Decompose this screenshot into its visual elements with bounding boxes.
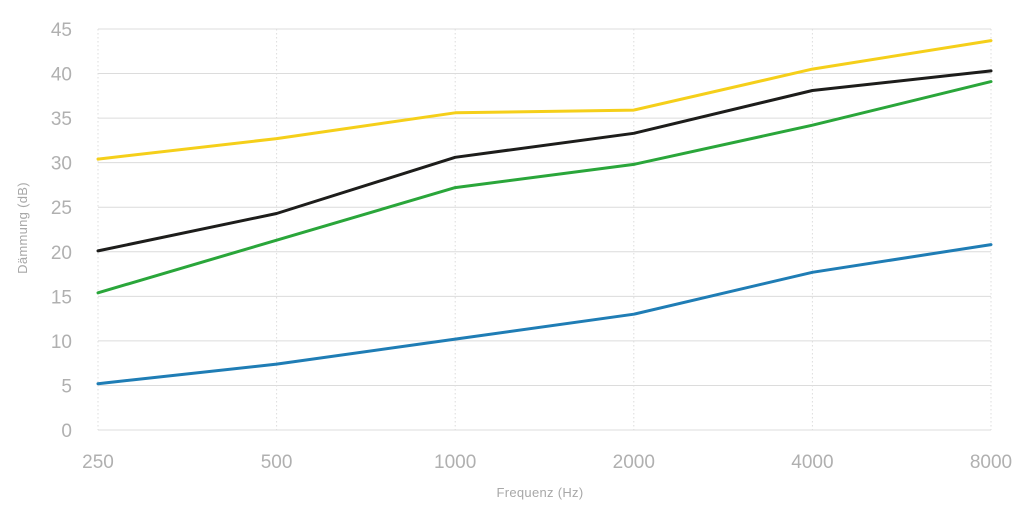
y-tick-label: 10 (51, 332, 72, 353)
y-tick-label: 30 (51, 154, 72, 175)
y-tick-label: 35 (51, 109, 72, 130)
y-tick-label: 25 (51, 198, 72, 219)
series-line-2 (96, 69, 993, 253)
x-tick-label: 1000 (434, 452, 476, 473)
x-tick-label: 8000 (970, 452, 1012, 473)
series-line-3 (96, 80, 993, 295)
x-axis-title: Frequenz (Hz) (497, 485, 584, 500)
grid (97, 28, 992, 431)
y-tick-label: 0 (61, 421, 72, 442)
x-tick-labels: 250 500 1000 2000 4000 8000 (82, 452, 1012, 473)
x-tick-label: 500 (261, 452, 293, 473)
y-tick-label: 40 (51, 65, 72, 86)
y-tick-label: 5 (61, 376, 72, 397)
x-tick-label: 2000 (613, 452, 655, 473)
x-tick-label: 4000 (791, 452, 833, 473)
x-tick-label: 250 (82, 452, 114, 473)
y-tick-label: 15 (51, 287, 72, 308)
y-axis-title: Dämmung (dB) (15, 182, 30, 274)
series-line-4 (96, 243, 993, 386)
y-tick-label: 45 (51, 20, 72, 41)
y-tick-label: 20 (51, 243, 72, 264)
series-line-1 (96, 39, 993, 161)
y-tick-labels: 0 5 10 15 20 25 30 35 40 45 (51, 20, 72, 442)
series-lines (96, 39, 993, 386)
